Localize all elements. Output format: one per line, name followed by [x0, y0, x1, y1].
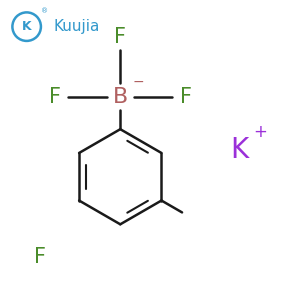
Text: F: F — [180, 86, 192, 106]
Text: ®: ® — [41, 8, 48, 14]
Text: Kuujia: Kuujia — [54, 19, 100, 34]
Text: −: − — [132, 75, 144, 88]
Text: K: K — [230, 136, 248, 164]
Text: F: F — [34, 247, 46, 267]
Text: F: F — [49, 86, 61, 106]
Text: F: F — [114, 27, 126, 47]
Text: K: K — [22, 20, 32, 33]
Text: B: B — [113, 86, 128, 106]
Text: +: + — [253, 123, 267, 141]
